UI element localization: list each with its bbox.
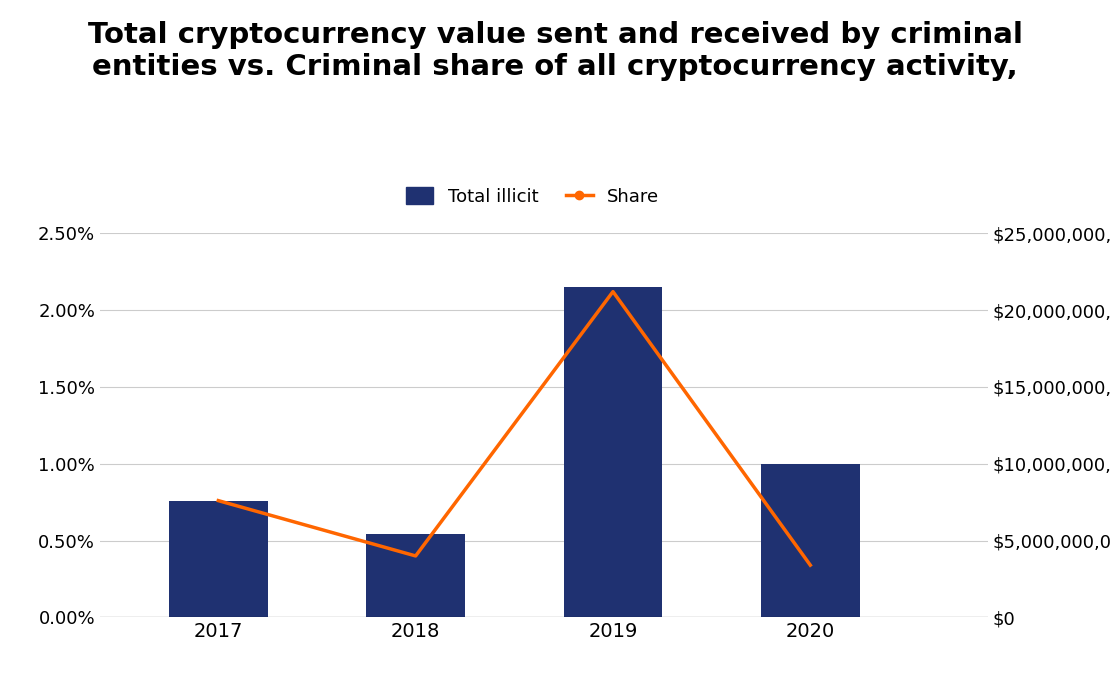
Share (212, 497, 225, 505)
Text: Total cryptocurrency value sent and received by criminal
entities vs. Criminal s: Total cryptocurrency value sent and rece… (88, 21, 1022, 81)
Share (804, 561, 817, 569)
Legend: Total illicit, Share: Total illicit, Share (406, 187, 659, 206)
Bar (169, 501, 268, 617)
Line: Share: Share (219, 292, 810, 565)
Share (408, 552, 422, 560)
Bar (366, 534, 465, 617)
Bar (564, 287, 663, 617)
Share (606, 287, 619, 296)
Bar (761, 464, 859, 617)
